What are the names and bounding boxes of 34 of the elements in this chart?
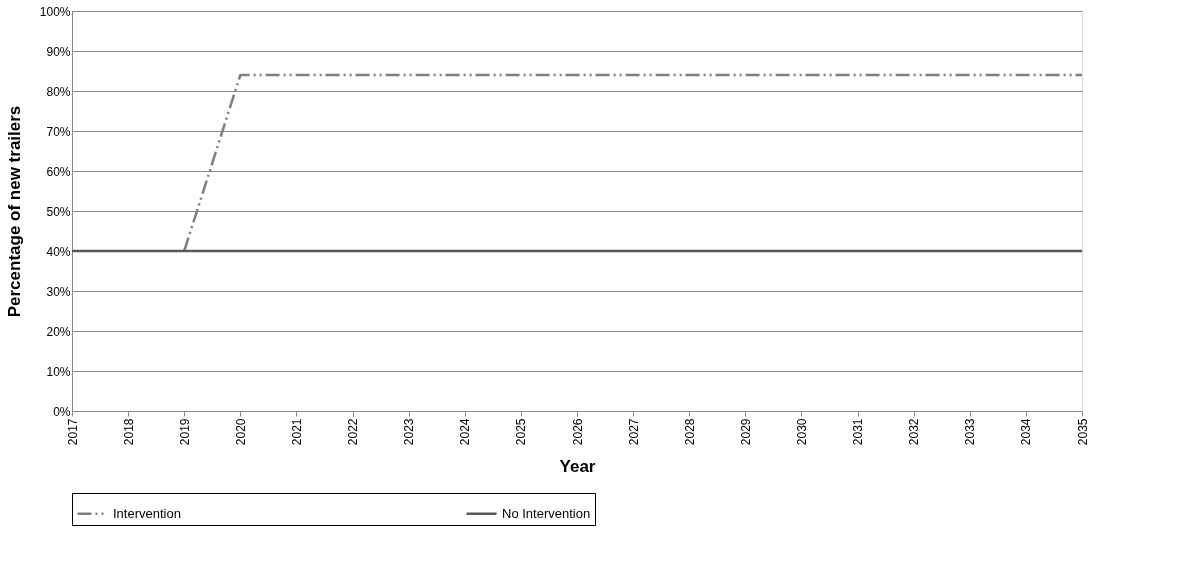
y-tick-label: 70% bbox=[46, 124, 71, 139]
y-tick-label: 10% bbox=[46, 364, 71, 379]
y-tick-label: 50% bbox=[46, 204, 71, 219]
x-tick-label: 2021 bbox=[289, 418, 304, 446]
x-tick-label: 2018 bbox=[121, 418, 136, 446]
x-tick-label: 2025 bbox=[514, 418, 529, 446]
x-tick-label: 2029 bbox=[738, 418, 753, 446]
x-tick-label: 2017 bbox=[65, 418, 80, 446]
x-tick-label: 2028 bbox=[682, 418, 697, 446]
x-tick-label: 2024 bbox=[458, 418, 473, 446]
x-tick-label: 2020 bbox=[233, 418, 248, 446]
y-tick-label: 60% bbox=[46, 164, 71, 179]
x-tick-label: 2035 bbox=[1075, 418, 1090, 446]
x-tick-label: 2027 bbox=[626, 418, 641, 446]
y-tick-label: 40% bbox=[46, 244, 71, 259]
y-tick-label: 80% bbox=[46, 84, 71, 99]
y-tick-label: 0% bbox=[53, 404, 71, 419]
x-tick-label: 2019 bbox=[177, 418, 192, 446]
x-axis-title: Year bbox=[559, 457, 596, 477]
x-tick-label: 2022 bbox=[346, 418, 361, 446]
x-tick-label: 2023 bbox=[402, 418, 417, 446]
y-tick-label: 30% bbox=[46, 284, 71, 299]
y-tick-label: 90% bbox=[46, 44, 71, 59]
x-tick-label: 2032 bbox=[907, 418, 922, 446]
x-tick-label: 2026 bbox=[570, 418, 585, 446]
y-tick-label: 100% bbox=[39, 4, 71, 19]
y-axis-title: Percentage of new trailers bbox=[4, 105, 24, 318]
x-tick-label: 2031 bbox=[851, 418, 866, 446]
y-tick-label: 20% bbox=[46, 324, 71, 339]
x-tick-label: 2033 bbox=[963, 418, 978, 446]
x-tick-label: 2034 bbox=[1019, 418, 1034, 446]
legend-label: No Intervention bbox=[502, 505, 591, 521]
x-tick-label: 2030 bbox=[794, 418, 809, 446]
legend-label: Intervention bbox=[113, 505, 181, 521]
